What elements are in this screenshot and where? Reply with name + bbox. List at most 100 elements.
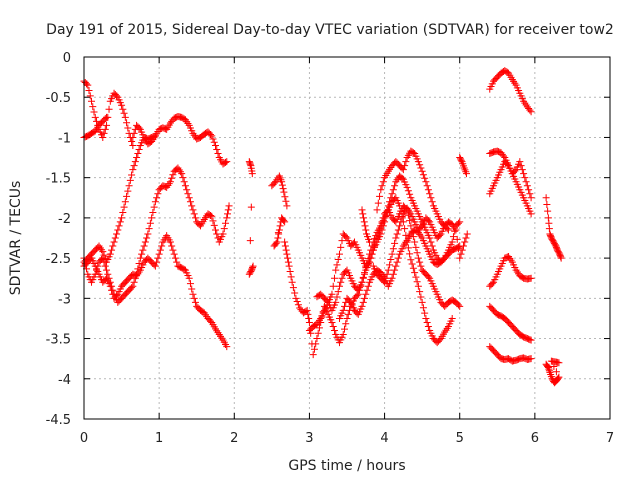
data-point <box>113 292 121 300</box>
data-point <box>278 181 286 189</box>
data-point <box>293 298 301 306</box>
y-tick-label: -0.5 <box>46 91 71 106</box>
data-point <box>404 244 412 252</box>
data-point <box>401 225 409 233</box>
data-point <box>463 230 471 238</box>
data-point <box>366 258 374 266</box>
data-point <box>426 234 434 242</box>
data-point <box>488 280 496 288</box>
data-point <box>104 270 112 278</box>
data-point <box>224 206 232 214</box>
data-point <box>333 261 341 269</box>
series-track-10 <box>335 226 464 322</box>
series-track-20 <box>486 343 535 365</box>
chart-title: Day 191 of 2015, Sidereal Day-to-day VTE… <box>46 22 614 38</box>
data-point <box>118 101 126 109</box>
data-point <box>544 207 552 215</box>
data-point <box>545 219 553 227</box>
data-point <box>209 135 217 143</box>
data-point <box>86 92 94 100</box>
data-point <box>338 237 346 245</box>
data-point <box>283 250 291 258</box>
data-point <box>461 166 469 174</box>
data-point <box>362 290 370 298</box>
data-point <box>154 190 162 198</box>
data-point <box>101 125 109 133</box>
data-point <box>423 318 431 326</box>
data-point <box>412 273 420 281</box>
data-point <box>344 310 352 318</box>
data-point <box>416 288 424 296</box>
data-point <box>424 273 432 281</box>
data-point <box>328 318 336 326</box>
data-point <box>522 178 530 186</box>
data-point <box>286 268 294 276</box>
data-point <box>339 306 347 314</box>
series-track-15 <box>486 67 535 116</box>
data-point <box>303 306 311 314</box>
data-point <box>379 214 387 222</box>
data-point <box>423 182 431 190</box>
data-point <box>278 178 286 186</box>
data-point <box>427 194 435 202</box>
data-point <box>418 167 426 175</box>
series-track-22 <box>542 357 563 387</box>
data-point <box>288 278 296 286</box>
data-point <box>304 310 312 318</box>
x-tick-label: 6 <box>531 431 539 446</box>
data-point <box>526 336 534 344</box>
data-point <box>128 171 136 179</box>
data-point <box>281 193 289 201</box>
data-point <box>145 225 153 233</box>
data-point <box>527 108 535 116</box>
data-point <box>424 217 432 225</box>
data-point <box>358 302 366 310</box>
data-point <box>542 194 550 202</box>
data-point <box>189 206 197 214</box>
data-point <box>149 209 157 217</box>
data-point <box>275 226 283 234</box>
data-point <box>527 336 535 344</box>
data-point <box>185 194 193 202</box>
data-point <box>120 203 128 211</box>
y-tick-label: -3 <box>58 292 71 307</box>
data-point <box>223 343 231 351</box>
data-point <box>527 274 535 282</box>
data-point <box>373 206 381 214</box>
data-point <box>272 239 280 247</box>
data-point <box>388 190 396 198</box>
data-point <box>91 113 99 121</box>
data-point <box>134 150 142 158</box>
data-point <box>116 218 124 226</box>
data-point <box>313 335 321 343</box>
data-point <box>101 262 109 270</box>
data-point <box>384 266 392 274</box>
data-point <box>188 202 196 210</box>
data-point <box>101 115 109 123</box>
data-point <box>118 214 126 222</box>
data-point <box>224 210 232 218</box>
data-point <box>360 218 368 226</box>
data-point <box>120 109 128 117</box>
data-point <box>155 250 163 258</box>
data-point <box>139 246 147 254</box>
data-point <box>123 119 131 127</box>
y-tick-label: -2 <box>58 212 71 227</box>
data-point <box>131 158 139 166</box>
data-point <box>140 242 148 250</box>
series-track-21 <box>542 194 565 262</box>
data-point <box>393 258 401 266</box>
data-point <box>130 162 138 170</box>
data-point <box>363 286 371 294</box>
y-tick-label: -4 <box>58 373 71 388</box>
data-point <box>411 269 419 277</box>
data-point <box>119 209 127 217</box>
data-point <box>223 158 231 166</box>
data-point <box>377 222 385 230</box>
x-tick-label: 3 <box>305 431 313 446</box>
data-point <box>168 242 176 250</box>
data-point <box>312 340 320 348</box>
series-track-2 <box>80 132 159 266</box>
data-point <box>373 234 381 242</box>
data-point <box>364 282 372 290</box>
